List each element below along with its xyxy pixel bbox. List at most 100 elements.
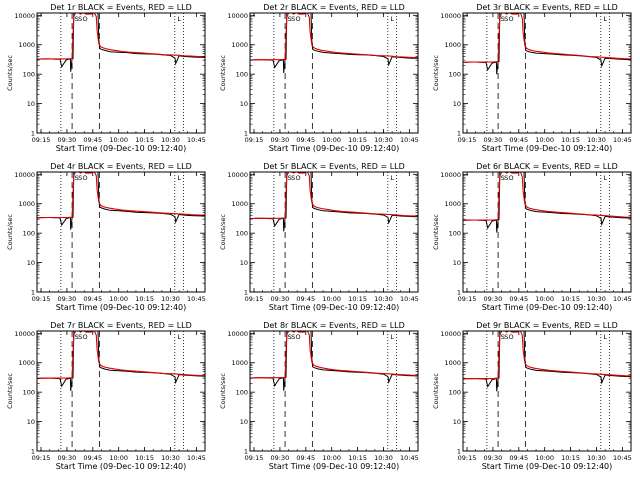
series-line-lld <box>463 172 631 222</box>
series-line-lld <box>37 13 205 60</box>
marker-label: L <box>390 174 394 182</box>
x-tick-label: 09:45 <box>296 295 315 303</box>
chart-title: Det 2r BLACK = Events, RED = LLD <box>263 3 405 12</box>
chart-title: Det 8r BLACK = Events, RED = LLD <box>263 321 405 330</box>
marker-label: S <box>75 15 79 23</box>
y-tick-label: 100 <box>449 389 461 397</box>
chart-panel-det-7r: S S O L09:15 09:30 09:45 10:00 10:15 10:30 10:451… <box>6 321 206 471</box>
y-tick-label: 10000 <box>227 12 248 20</box>
x-tick-label: 10:45 <box>613 136 632 144</box>
marker-label: S <box>78 333 82 341</box>
x-axis-label: Start Time (09-Dec-10 09:12:40) <box>482 462 613 471</box>
x-tick-label: 10:45 <box>400 295 419 303</box>
x-tick-label: 10:30 <box>161 454 180 462</box>
marker-label: S <box>504 15 508 23</box>
marker-label: S <box>288 174 292 182</box>
y-tick-label: 1 <box>244 289 248 297</box>
y-tick-label: 10000 <box>440 171 461 179</box>
marker-label: S <box>288 15 292 23</box>
plot-frame <box>249 171 419 293</box>
y-tick-label: 1000 <box>18 359 35 367</box>
x-axis-label: Start Time (09-Dec-10 09:12:40) <box>482 303 613 312</box>
x-tick-label: 09:45 <box>509 295 528 303</box>
x-tick-label: 09:30 <box>484 454 503 462</box>
y-tick-label: 1 <box>457 130 461 138</box>
x-axis-label: Start Time (09-Dec-10 09:12:40) <box>482 144 613 153</box>
x-tick-label: 09:30 <box>58 295 77 303</box>
y-tick-label: 10000 <box>14 12 35 20</box>
marker-label: S <box>504 333 508 341</box>
marker-label: L <box>390 333 394 341</box>
x-tick-label: 09:30 <box>58 136 77 144</box>
chart-title: Det 4r BLACK = Events, RED = LLD <box>50 162 192 171</box>
marker-label: S <box>291 333 295 341</box>
x-tick-label: 10:00 <box>535 136 554 144</box>
y-tick-label: 10000 <box>14 330 35 338</box>
marker-label: S <box>288 333 292 341</box>
y-tick-label: 1000 <box>444 41 461 49</box>
y-tick-label: 1000 <box>231 359 248 367</box>
x-tick-label: 10:00 <box>109 136 128 144</box>
x-tick-label: 10:30 <box>587 136 606 144</box>
y-axis-label: Counts/sec <box>6 373 14 409</box>
x-tick-label: 10:00 <box>109 295 128 303</box>
y-tick-label: 10 <box>27 259 35 267</box>
series-line-lld <box>250 13 418 61</box>
y-tick-label: 1 <box>457 289 461 297</box>
y-tick-label: 1000 <box>444 200 461 208</box>
x-tick-label: 10:30 <box>374 136 393 144</box>
x-tick-label: 10:15 <box>561 136 580 144</box>
marker-label: O <box>295 174 300 182</box>
x-tick-label: 09:30 <box>271 295 290 303</box>
marker-label: L <box>603 333 607 341</box>
x-tick-label: 09:45 <box>509 454 528 462</box>
y-axis-label: Counts/sec <box>432 373 440 409</box>
x-tick-label: 09:15 <box>458 454 477 462</box>
y-axis-label: Counts/sec <box>6 55 14 91</box>
x-tick-label: 10:15 <box>135 136 154 144</box>
chart-panel-det-4r: S S O L09:15 09:30 09:45 10:00 10:15 10:30 10:451… <box>6 162 206 312</box>
plot-frame <box>462 12 632 134</box>
x-tick-label: 09:15 <box>245 295 264 303</box>
series-line-lld <box>250 172 418 220</box>
chart-title: Det 7r BLACK = Events, RED = LLD <box>50 321 192 330</box>
y-tick-label: 10000 <box>14 171 35 179</box>
chart-panel-det-5r: S S O L09:15 09:30 09:45 10:00 10:15 10:30 10:451… <box>219 162 419 312</box>
x-tick-label: 09:30 <box>484 136 503 144</box>
marker-label: S <box>78 15 82 23</box>
y-tick-label: 1000 <box>18 41 35 49</box>
marker-label: S <box>501 174 505 182</box>
x-tick-label: 10:15 <box>561 454 580 462</box>
plot-frame <box>36 330 206 452</box>
chart-title: Det 3r BLACK = Events, RED = LLD <box>476 3 618 12</box>
chart-title: Det 5r BLACK = Events, RED = LLD <box>263 162 405 171</box>
x-tick-label: 09:15 <box>32 136 51 144</box>
y-tick-label: 1 <box>457 448 461 456</box>
y-tick-label: 100 <box>449 71 461 79</box>
x-tick-label: 09:45 <box>83 136 102 144</box>
x-tick-label: 09:45 <box>296 136 315 144</box>
marker-label: S <box>501 15 505 23</box>
y-tick-label: 10000 <box>440 330 461 338</box>
x-tick-label: 09:15 <box>32 454 51 462</box>
y-tick-label: 1 <box>31 289 35 297</box>
y-tick-label: 100 <box>23 71 35 79</box>
y-tick-label: 100 <box>449 230 461 238</box>
y-tick-label: 10 <box>27 100 35 108</box>
y-tick-label: 10 <box>240 100 248 108</box>
x-tick-label: 10:15 <box>348 295 367 303</box>
plot-frame <box>462 330 632 452</box>
y-tick-label: 10 <box>453 259 461 267</box>
y-axis-label: Counts/sec <box>432 214 440 250</box>
marker-label: L <box>390 15 394 23</box>
marker-label: S <box>501 333 505 341</box>
y-tick-label: 10 <box>453 100 461 108</box>
y-tick-label: 1 <box>31 448 35 456</box>
chart-panel-det-3r: S S O L09:15 09:30 09:45 10:00 10:15 10:30 10:451… <box>432 3 632 153</box>
x-tick-label: 10:15 <box>561 295 580 303</box>
x-tick-label: 09:30 <box>484 295 503 303</box>
x-tick-label: 10:00 <box>109 454 128 462</box>
x-tick-label: 09:45 <box>83 454 102 462</box>
x-tick-label: 09:30 <box>58 454 77 462</box>
